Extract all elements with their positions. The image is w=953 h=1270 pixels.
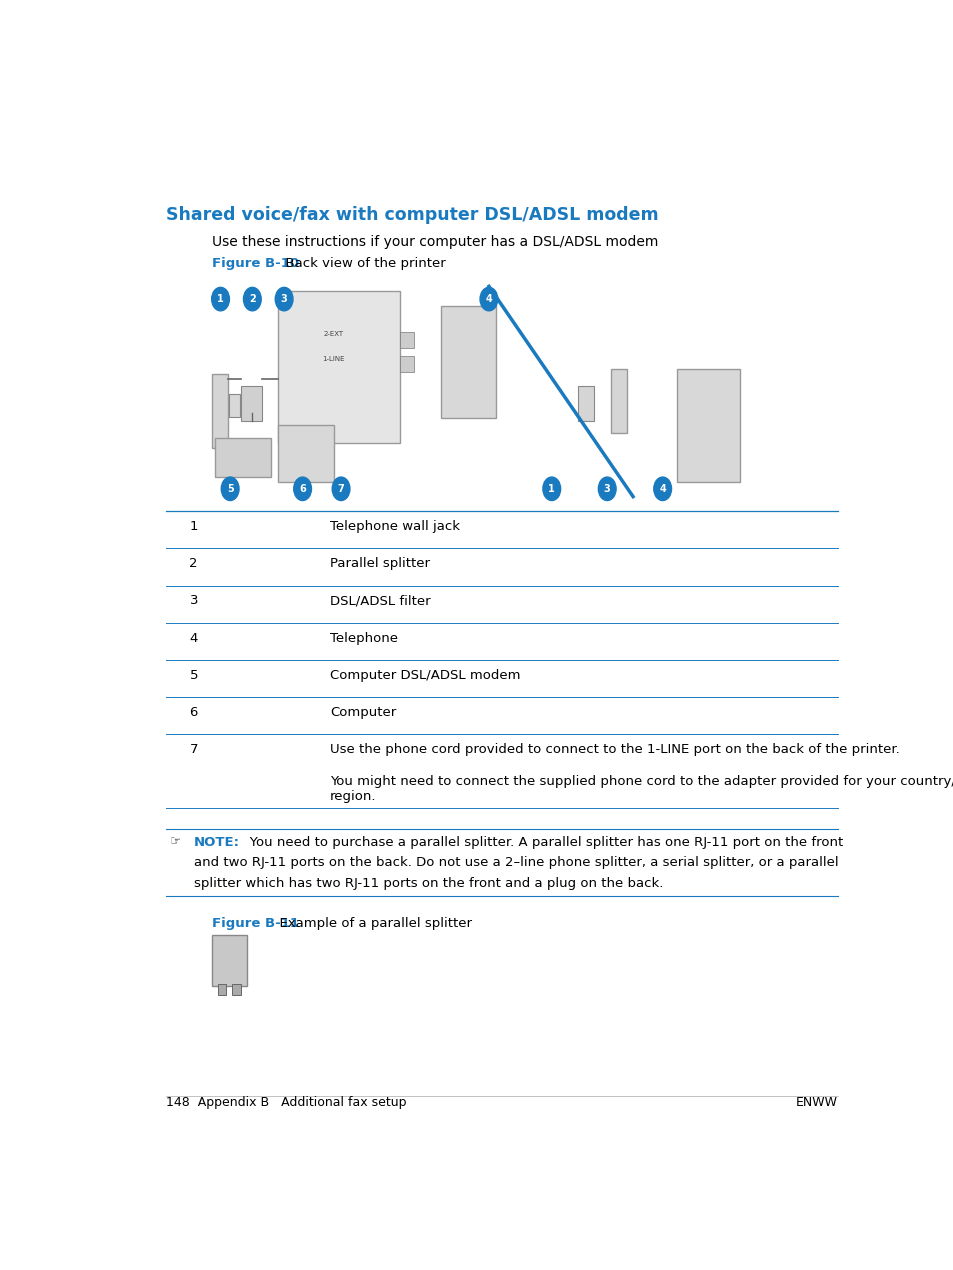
Bar [677, 370, 740, 481]
Circle shape [542, 478, 560, 500]
Bar [610, 370, 626, 433]
Text: 5: 5 [227, 484, 233, 494]
Bar [215, 438, 271, 478]
Text: 6: 6 [299, 484, 306, 494]
Bar [212, 375, 228, 448]
Text: 3: 3 [190, 594, 198, 607]
Text: Telephone wall jack: Telephone wall jack [330, 521, 459, 533]
Text: 1: 1 [190, 521, 198, 533]
Bar [278, 291, 400, 443]
Text: 4: 4 [190, 631, 197, 645]
Bar [217, 984, 226, 996]
Text: 2-EXT: 2-EXT [323, 330, 343, 337]
Text: 1: 1 [217, 295, 224, 304]
Circle shape [479, 287, 497, 311]
Text: Use the phone cord provided to connect to the 1-LINE port on the back of the pri: Use the phone cord provided to connect t… [330, 743, 899, 756]
Text: Computer: Computer [330, 706, 395, 719]
Text: You might need to connect the supplied phone cord to the adapter provided for yo: You might need to connect the supplied p… [330, 775, 953, 804]
Text: 6: 6 [190, 706, 197, 719]
Text: 4: 4 [659, 484, 665, 494]
Text: 7: 7 [337, 484, 344, 494]
Text: Telephone: Telephone [330, 631, 397, 645]
Text: 5: 5 [190, 669, 198, 682]
Circle shape [243, 287, 261, 311]
Text: Use these instructions if your computer has a DSL/ADSL modem: Use these instructions if your computer … [212, 235, 658, 249]
Text: 3: 3 [603, 484, 610, 494]
Bar [400, 331, 413, 348]
Text: splitter which has two RJ-11 ports on the front and a plug on the back.: splitter which has two RJ-11 ports on th… [193, 878, 662, 890]
Text: ENWW: ENWW [795, 1096, 837, 1109]
Circle shape [221, 478, 239, 500]
Bar [241, 386, 262, 422]
Circle shape [275, 287, 293, 311]
Text: DSL/ADSL filter: DSL/ADSL filter [330, 594, 430, 607]
Text: 3: 3 [280, 295, 287, 304]
Circle shape [653, 478, 671, 500]
Text: 2: 2 [249, 295, 255, 304]
Text: Shared voice/fax with computer DSL/ADSL modem: Shared voice/fax with computer DSL/ADSL … [166, 206, 658, 225]
Text: Parallel splitter: Parallel splitter [330, 558, 430, 570]
Circle shape [598, 478, 616, 500]
Text: 148  Appendix B   Additional fax setup: 148 Appendix B Additional fax setup [166, 1096, 406, 1109]
Circle shape [332, 478, 350, 500]
Text: 1-LINE: 1-LINE [321, 357, 344, 362]
Text: Figure B-11: Figure B-11 [212, 917, 298, 930]
Circle shape [212, 287, 229, 311]
Text: Back view of the printer: Back view of the printer [276, 257, 445, 271]
Text: 1: 1 [548, 484, 555, 494]
Text: 4: 4 [485, 295, 492, 304]
Bar [577, 386, 594, 422]
Bar [278, 425, 334, 481]
Text: ☞: ☞ [170, 834, 180, 848]
Text: You need to purchase a parallel splitter. A parallel splitter has one RJ-11 port: You need to purchase a parallel splitter… [236, 836, 842, 848]
Text: NOTE:: NOTE: [193, 836, 239, 848]
Circle shape [294, 478, 311, 500]
Bar [229, 394, 239, 418]
Text: 7: 7 [190, 743, 198, 756]
Bar [440, 306, 496, 418]
Bar [233, 984, 241, 996]
Text: Figure B-10: Figure B-10 [212, 257, 298, 271]
Bar [400, 356, 413, 372]
Text: and two RJ-11 ports on the back. Do not use a 2–line phone splitter, a serial sp: and two RJ-11 ports on the back. Do not … [193, 856, 838, 870]
Text: 2: 2 [190, 558, 198, 570]
Text: Example of a parallel splitter: Example of a parallel splitter [271, 917, 472, 930]
Text: Computer DSL/ADSL modem: Computer DSL/ADSL modem [330, 669, 520, 682]
Bar [212, 935, 247, 986]
